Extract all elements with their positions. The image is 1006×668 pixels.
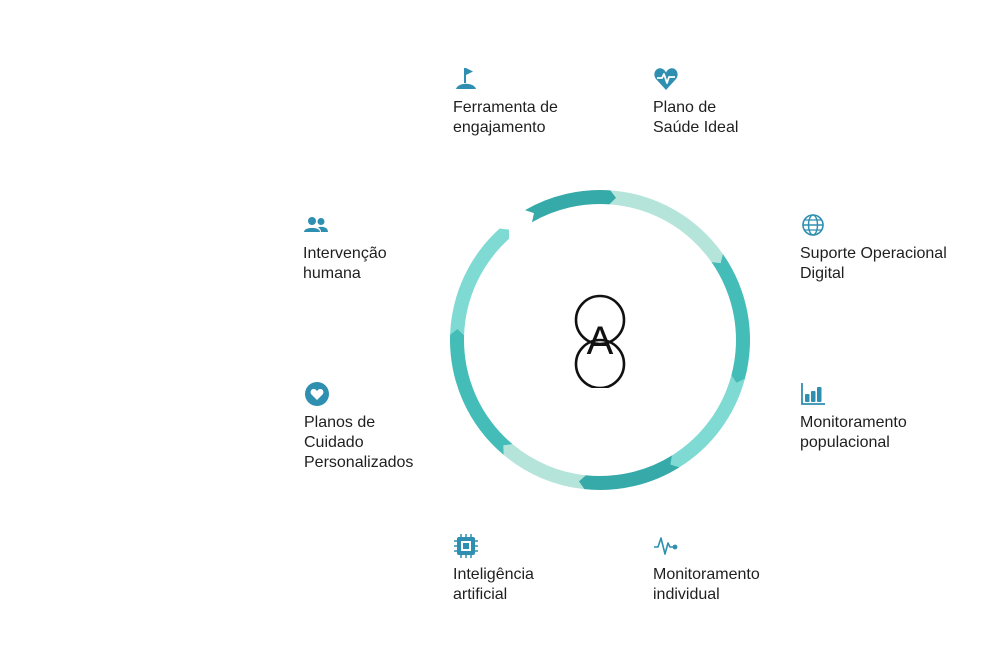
item-engagement: Ferramenta de engajamento bbox=[453, 66, 633, 138]
item-health-plan: Plano de Saúde Ideal bbox=[653, 66, 833, 138]
ring-segment-7 bbox=[450, 328, 513, 455]
item-population-monitoring-label: Monitoramento populacional bbox=[800, 414, 907, 451]
ring-segment-5 bbox=[578, 455, 680, 490]
item-health-plan-label: Plano de Saúde Ideal bbox=[653, 99, 739, 136]
cycle-ring bbox=[450, 190, 750, 490]
item-human-label: Intervenção humana bbox=[303, 245, 387, 282]
center-logo-icon: A bbox=[574, 294, 626, 388]
item-care-plans: Planos de Cuidado Personalizados bbox=[304, 381, 484, 473]
item-population-monitoring: Monitoramento populacional bbox=[800, 381, 980, 453]
item-individual-monitoring: Monitoramento individual bbox=[653, 533, 833, 605]
item-ai: Inteligência artificial bbox=[453, 533, 633, 605]
item-individual-monitoring-label: Monitoramento individual bbox=[653, 566, 760, 603]
ring-segment-6 bbox=[503, 444, 586, 490]
item-ai-label: Inteligência artificial bbox=[453, 566, 534, 603]
flag-icon bbox=[453, 66, 479, 92]
heart-pulse-icon bbox=[653, 66, 679, 92]
heart-circle-icon bbox=[304, 381, 330, 407]
ring-segment-4 bbox=[670, 375, 745, 468]
item-digital-support: Suporte Operacional Digital bbox=[800, 212, 980, 284]
center-logo-letter: A bbox=[587, 319, 614, 363]
item-digital-support-label: Suporte Operacional Digital bbox=[800, 245, 947, 282]
globe-icon bbox=[800, 212, 826, 238]
bar-chart-icon bbox=[800, 381, 826, 407]
item-human: Intervenção humana bbox=[303, 212, 483, 284]
people-icon bbox=[303, 212, 329, 238]
ring-segment-8 bbox=[450, 228, 510, 336]
ring-segment-2 bbox=[609, 190, 723, 264]
item-engagement-label: Ferramenta de engajamento bbox=[453, 99, 558, 136]
chip-icon bbox=[453, 533, 479, 559]
item-care-plans-label: Planos de Cuidado Personalizados bbox=[304, 414, 414, 471]
pulse-line-icon bbox=[653, 533, 679, 559]
ring-segment-1 bbox=[525, 190, 617, 223]
ring-segment-3 bbox=[711, 253, 750, 384]
